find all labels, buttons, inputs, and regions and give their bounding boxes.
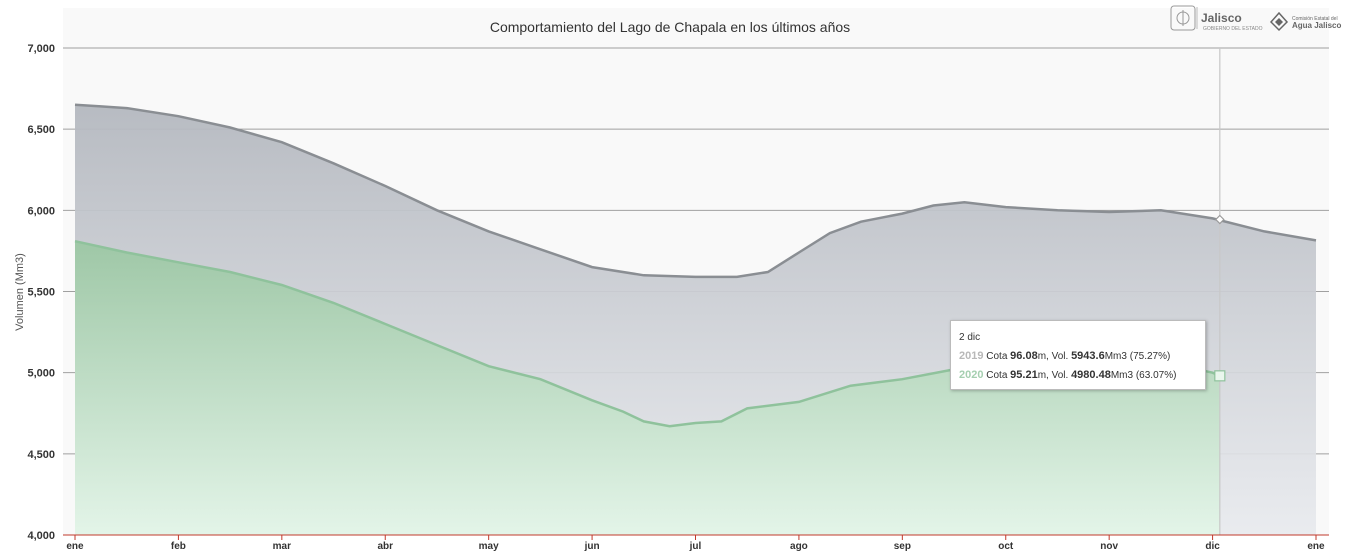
series-areas <box>74 103 1317 536</box>
water-drop-inner-icon <box>1275 18 1283 26</box>
tooltip-vol-value: 5943.6 <box>1071 350 1105 362</box>
tooltip-date: 2 dic <box>959 332 981 343</box>
x-tick-label: feb <box>171 541 186 552</box>
chart-title: Comportamiento del Lago de Chapala en lo… <box>490 19 850 35</box>
jalisco-logo-subtext: GOBIERNO DEL ESTADO <box>1203 26 1263 32</box>
tooltip-vol-unit: Mm3 <box>1110 370 1134 381</box>
jalisco-logo-text: Jalisco <box>1201 11 1242 25</box>
cea-logo: Comisión Estatal del Agua Jalisco <box>1269 11 1341 32</box>
x-axis-ticks: ene feb mar abr may jun jul ago sep oct nov dic ene <box>66 535 1325 552</box>
x-tick-label: jul <box>689 541 702 552</box>
tooltip-cota-unit: m, Vol. <box>1037 370 1069 381</box>
jalisco-shield-icon <box>1170 5 1196 31</box>
tooltip-cota-label: Cota <box>986 351 1008 362</box>
tooltip-cota-value: 96.08 <box>1010 350 1038 362</box>
tooltip-row-2020: 2020 Cota 95.21m, Vol. 4980.48Mm3 (63.07… <box>959 366 1197 385</box>
y-tick-label: 7,000 <box>27 43 55 55</box>
y-axis-ticks: 4,000 4,500 5,000 5,500 6,000 6,500 7,000 <box>27 43 55 542</box>
cea-logo-bottom-text: Agua Jalisco <box>1292 21 1341 30</box>
y-axis-label: Volumen (Mm3) <box>14 253 26 331</box>
tooltip-percent: (75.27%) <box>1129 351 1171 362</box>
x-tick-label: sep <box>894 541 911 552</box>
jalisco-logo: Jalisco GOBIERNO DEL ESTADO <box>1170 5 1263 32</box>
x-tick-label: may <box>479 541 499 552</box>
x-tick-label: ene <box>1307 541 1325 552</box>
x-tick-label: ago <box>790 541 808 552</box>
x-tick-label: ene <box>66 541 84 552</box>
y-tick-label: 4,500 <box>27 449 55 461</box>
x-tick-label: nov <box>1100 541 1118 552</box>
x-tick-label: dic <box>1205 541 1220 552</box>
hover-marker-2019 <box>1214 214 1225 225</box>
series-line-2019 <box>74 103 1317 279</box>
hover-indicator <box>1214 48 1226 535</box>
x-tick-label: oct <box>998 541 1014 552</box>
tooltip-cota-value: 95.21 <box>1010 369 1038 381</box>
y-tick-label: 6,500 <box>27 124 55 136</box>
y-tick-label: 5,000 <box>27 368 55 380</box>
tooltip-vol-unit: Mm3 <box>1104 351 1127 362</box>
y-tick-label: 5,500 <box>27 287 55 299</box>
tooltip-row-2019: 2019 Cota 96.08m, Vol. 5943.6Mm3 (75.27%… <box>959 347 1197 366</box>
data-tooltip: 2 dic 2019 Cota 96.08m, Vol. 5943.6Mm3 (… <box>950 320 1206 390</box>
water-drop-icon <box>1269 11 1289 32</box>
hover-marker-2020 <box>1214 370 1226 382</box>
tooltip-year: 2019 <box>959 350 984 362</box>
y-tick-label: 4,000 <box>27 530 55 542</box>
tooltip-cota-label: Cota <box>986 370 1008 381</box>
tooltip-percent: (63.07%) <box>1135 370 1177 381</box>
cea-logo-top-text: Comisión Estatal del <box>1292 16 1338 22</box>
tooltip-year: 2020 <box>959 369 984 381</box>
x-tick-label: jun <box>584 541 600 552</box>
tooltip-cota-unit: m, Vol. <box>1037 351 1069 362</box>
tooltip-vol-value: 4980.48 <box>1071 369 1111 381</box>
x-tick-label: abr <box>377 541 393 552</box>
x-tick-label: mar <box>273 541 291 552</box>
y-tick-label: 6,000 <box>27 205 55 217</box>
